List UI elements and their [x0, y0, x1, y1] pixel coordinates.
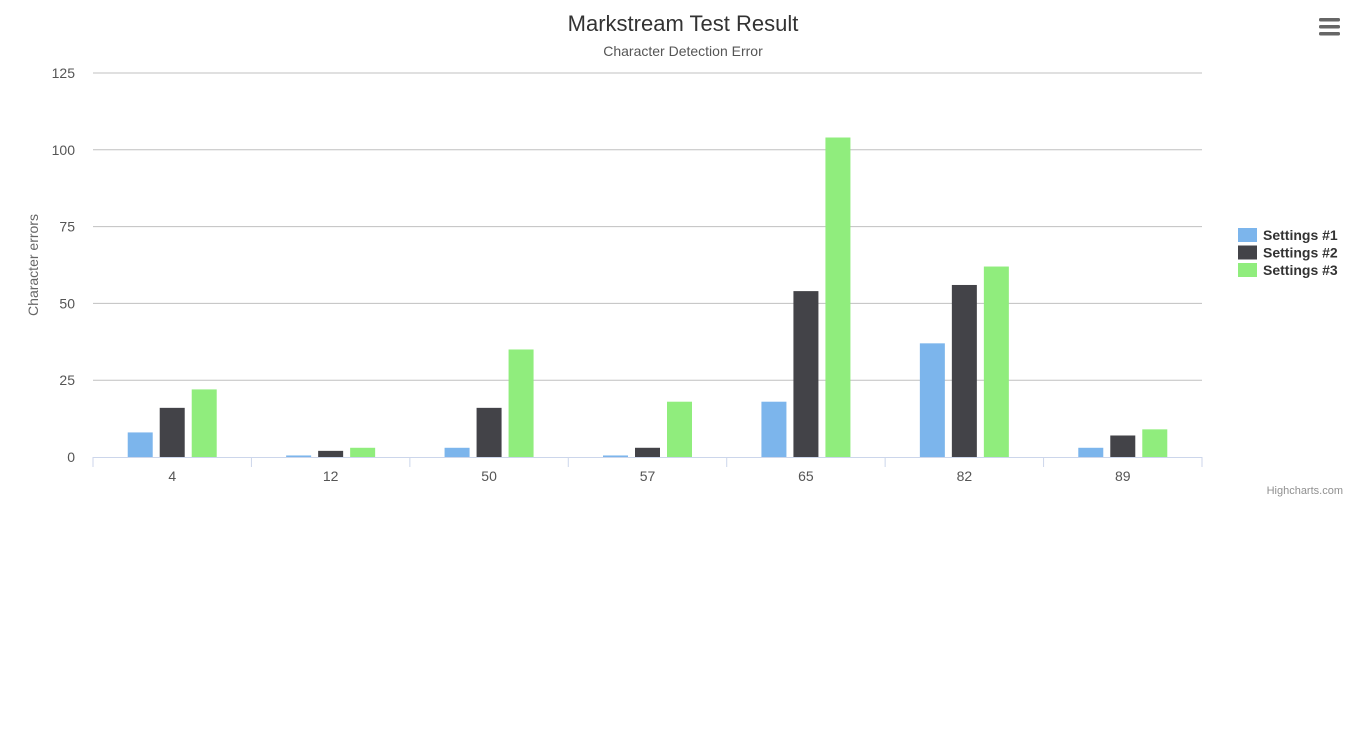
chart-subtitle: Character Detection Error	[603, 43, 763, 59]
bar-3-12[interactable]	[350, 447, 376, 457]
y-axis-title: Character errors	[25, 214, 41, 316]
bar-3-82[interactable]	[983, 266, 1009, 457]
bar-1-50[interactable]	[444, 447, 470, 457]
bar-series	[127, 137, 1168, 457]
bar-3-50[interactable]	[508, 349, 534, 457]
legend-swatch	[1238, 245, 1257, 260]
credits-link[interactable]: Highcharts.com	[1267, 485, 1343, 497]
bar-2-12[interactable]	[318, 450, 344, 457]
x-tick-label: 65	[798, 468, 814, 484]
x-tick-label: 57	[640, 468, 656, 484]
x-tick-label: 82	[957, 468, 973, 484]
legend-item-settings-2[interactable]: Settings #2	[1238, 245, 1338, 261]
chart-title: Markstream Test Result	[568, 11, 799, 36]
x-tick-label: 4	[168, 468, 176, 484]
y-tick-label: 75	[59, 219, 75, 235]
legend-item-settings-3[interactable]: Settings #3	[1238, 262, 1338, 278]
chart-context-menu-button[interactable]	[1312, 12, 1348, 42]
bar-2-65[interactable]	[793, 291, 819, 457]
grid-lines	[93, 72, 1202, 381]
x-tick-label: 89	[1115, 468, 1131, 484]
hamburger-menu-icon	[1319, 18, 1340, 36]
y-tick-label: 125	[52, 65, 76, 81]
legend-swatch	[1238, 228, 1257, 242]
y-tick-label: 100	[52, 142, 76, 158]
bar-2-57[interactable]	[635, 447, 660, 457]
y-tick-label: 25	[59, 372, 75, 388]
bar-1-12[interactable]	[286, 455, 312, 457]
legend-label: Settings #3	[1263, 262, 1338, 278]
bar-1-4[interactable]	[127, 432, 153, 457]
bar-3-57[interactable]	[667, 401, 692, 457]
bar-1-82[interactable]	[919, 343, 945, 457]
bar-3-89[interactable]	[1142, 429, 1168, 457]
bar-2-89[interactable]	[1110, 435, 1136, 457]
bar-1-89[interactable]	[1078, 447, 1104, 457]
legend-label: Settings #1	[1263, 227, 1338, 243]
x-tick-label: 50	[481, 468, 497, 484]
legend-label: Settings #2	[1263, 245, 1338, 261]
bar-2-4[interactable]	[159, 407, 185, 457]
legend-swatch	[1238, 263, 1257, 277]
legend-item-settings-1[interactable]: Settings #1	[1238, 227, 1338, 243]
bar-3-65[interactable]	[825, 137, 851, 457]
bar-2-50[interactable]	[476, 407, 502, 457]
bar-2-82[interactable]	[951, 284, 977, 457]
y-tick-label: 50	[59, 295, 75, 311]
x-axis: 4 12 50 57 65 82 89	[92, 457, 1203, 484]
x-tick-label: 12	[323, 468, 339, 484]
bar-1-57[interactable]	[603, 455, 628, 457]
y-axis-labels: 0 25 50 75 100 125	[52, 65, 76, 465]
bar-1-65[interactable]	[761, 401, 787, 457]
bar-3-4[interactable]	[191, 389, 217, 457]
y-tick-label: 0	[67, 449, 75, 465]
